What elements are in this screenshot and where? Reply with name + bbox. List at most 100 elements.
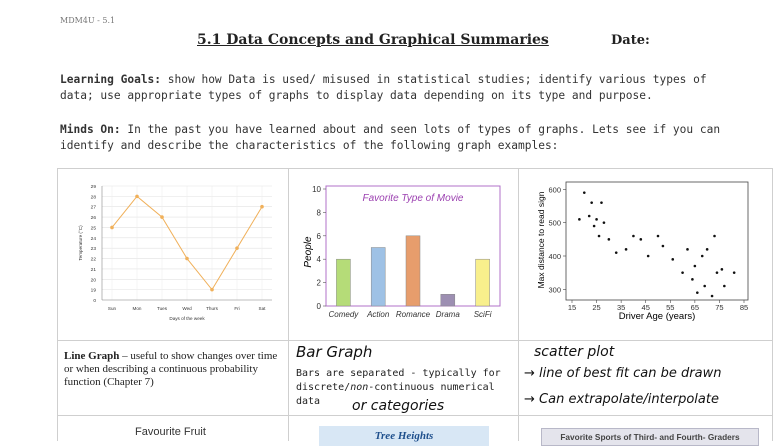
data-point	[135, 194, 139, 199]
line-graph-desc: – useful to show changes over time or wh…	[64, 350, 278, 388]
x-tick-label: 15	[568, 303, 576, 312]
x-tick-label: Thurs	[206, 306, 218, 311]
table-border-top	[57, 168, 773, 169]
scatter-point	[624, 248, 628, 251]
scatter-point	[693, 264, 697, 268]
scatter-point	[607, 238, 611, 241]
data-point	[185, 256, 189, 261]
data-point	[260, 204, 264, 209]
scatter-point	[592, 224, 596, 228]
data-point	[160, 215, 164, 219]
bar-graph-caption: Bars are separated - typically for discr…	[296, 367, 514, 409]
minds-on-text: In the past you have learned about and s…	[60, 123, 721, 152]
bar-graph-handwriting-2: or categories	[352, 398, 445, 414]
tree-chart-title: Tree Heights	[319, 426, 489, 446]
x-tick-label: Sat	[259, 306, 267, 311]
line-graph-name: Line Graph	[64, 350, 120, 362]
scatter-point	[590, 201, 593, 204]
bar-desc-non: non	[350, 382, 369, 393]
table-border-col2	[518, 168, 519, 441]
x-tick-label: Tues	[157, 306, 168, 311]
learning-goals-text: show how Data is used/ misused in statis…	[60, 73, 707, 102]
table-border-mid	[57, 340, 773, 341]
line-chart: 0 19 20 21 22 23 24 25 26 27 28 29 Sun Mon Tues Wed Thur…	[78, 184, 272, 321]
y-tick-label: 28	[91, 194, 97, 200]
scatter-point	[713, 234, 716, 238]
sports-chart-title: Favorite Sports of Third- and Fourth- Gr…	[541, 428, 759, 446]
table-border-col1	[288, 168, 289, 441]
scatter-point	[691, 278, 694, 281]
scatter-point	[686, 248, 689, 251]
bar-chart: Favorite Type of Movie People 0 2 4 6 8 10 Co…	[303, 185, 501, 319]
scatter-point	[696, 291, 699, 294]
y-tick-label: 29	[91, 184, 97, 190]
scatter-point	[700, 254, 704, 258]
table-border-left	[57, 168, 58, 441]
category-label: SciFi	[474, 310, 492, 319]
date-label: Date:	[611, 33, 650, 48]
y-axis-label: Temperature (°C)	[78, 225, 83, 261]
scatter-ylabel: Max distance to read sign	[536, 191, 546, 288]
data-point	[235, 246, 239, 250]
x-tick-label: Sun	[108, 306, 117, 311]
y-tick-label: 0	[93, 298, 96, 304]
x-tick-label: 35	[617, 303, 625, 312]
scatter-point	[656, 234, 660, 238]
category-label: Drama	[436, 310, 461, 319]
scatter-point	[715, 271, 719, 274]
x-tick-label: Fri	[234, 306, 239, 311]
bar	[336, 258, 351, 307]
scatter-point	[732, 271, 736, 274]
table-border-row2	[57, 415, 773, 416]
scatter-chart: Max distance to read sign Driver Age (ye…	[536, 181, 749, 322]
scatter-point	[646, 254, 650, 258]
bar	[370, 247, 386, 307]
scatter-point	[723, 284, 726, 288]
y-tick-label: 20	[91, 277, 97, 283]
scatter-handwriting-1: scatter plot	[534, 344, 615, 360]
data-point	[110, 225, 114, 230]
scatter-point	[710, 294, 714, 298]
y-tick-label: 6	[317, 232, 322, 241]
scatter-xlabel: Driver Age (years)	[619, 311, 696, 322]
y-tick-label: 23	[91, 246, 97, 252]
bar	[405, 235, 421, 307]
y-tick-label: 25	[91, 225, 97, 231]
minds-on: Minds On: In the past you have learned a…	[60, 122, 730, 154]
y-tick-label: 2	[317, 279, 322, 288]
minds-on-label: Minds On:	[60, 123, 121, 136]
scatter-point	[720, 268, 724, 271]
x-tick-label: 55	[666, 303, 674, 312]
y-tick-label: 10	[312, 185, 321, 194]
x-tick-label: 45	[642, 303, 650, 312]
bar	[440, 294, 456, 307]
scatter-point	[661, 244, 665, 248]
bar-desc-2: -continuous numerical data	[296, 382, 495, 407]
y-tick-label: 22	[91, 257, 97, 263]
scatter-frame	[565, 181, 749, 301]
scatter-point	[703, 284, 706, 288]
course-code: MDM4U - 5.1	[60, 16, 116, 25]
scatter-point	[600, 201, 603, 204]
bar	[475, 258, 490, 307]
y-tick-label: 600	[548, 185, 561, 194]
scatter-point	[681, 271, 684, 274]
y-tick-label: 21	[91, 267, 97, 273]
page-title: 5.1 Data Concepts and Graphical Summarie…	[197, 32, 549, 48]
x-tick-label: Wed	[182, 306, 192, 311]
y-tick-label: 300	[548, 285, 561, 294]
x-tick-label: 65	[691, 303, 699, 312]
x-tick-label: 85	[740, 303, 748, 312]
bar-graph-handwriting: Bar Graph	[296, 343, 373, 361]
data-point	[210, 287, 214, 292]
y-tick-label: 27	[91, 205, 97, 211]
scatter-point	[578, 218, 581, 221]
scatter-point	[582, 191, 586, 194]
fruit-chart-title: Favourite Fruit	[135, 426, 206, 438]
x-tick-label: 75	[715, 303, 723, 312]
bar-chart-ylabel: People	[303, 236, 314, 268]
line-graph-caption: Line Graph – useful to show changes over…	[64, 350, 286, 389]
scatter-point	[597, 234, 601, 238]
scatter-point	[595, 218, 598, 221]
bar-chart-title: Favorite Type of Movie	[363, 193, 464, 204]
